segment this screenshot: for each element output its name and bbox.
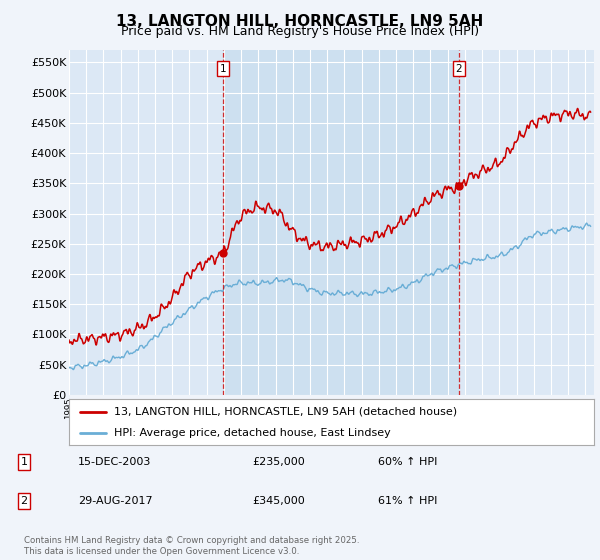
- Text: 13, LANGTON HILL, HORNCASTLE, LN9 5AH (detached house): 13, LANGTON HILL, HORNCASTLE, LN9 5AH (d…: [113, 407, 457, 417]
- Text: 29-AUG-2017: 29-AUG-2017: [78, 496, 152, 506]
- Text: 61% ↑ HPI: 61% ↑ HPI: [378, 496, 437, 506]
- Text: £235,000: £235,000: [252, 457, 305, 467]
- Text: 13, LANGTON HILL, HORNCASTLE, LN9 5AH: 13, LANGTON HILL, HORNCASTLE, LN9 5AH: [116, 14, 484, 29]
- Text: 15-DEC-2003: 15-DEC-2003: [78, 457, 151, 467]
- Bar: [223, 50, 459, 395]
- Text: 1: 1: [20, 457, 28, 467]
- Text: 2: 2: [456, 63, 463, 73]
- Text: Price paid vs. HM Land Registry's House Price Index (HPI): Price paid vs. HM Land Registry's House …: [121, 25, 479, 38]
- Text: 1: 1: [220, 63, 227, 73]
- Text: HPI: Average price, detached house, East Lindsey: HPI: Average price, detached house, East…: [113, 428, 391, 438]
- Text: £345,000: £345,000: [252, 496, 305, 506]
- Text: 2: 2: [20, 496, 28, 506]
- Text: 60% ↑ HPI: 60% ↑ HPI: [378, 457, 437, 467]
- Text: Contains HM Land Registry data © Crown copyright and database right 2025.
This d: Contains HM Land Registry data © Crown c…: [24, 536, 359, 556]
